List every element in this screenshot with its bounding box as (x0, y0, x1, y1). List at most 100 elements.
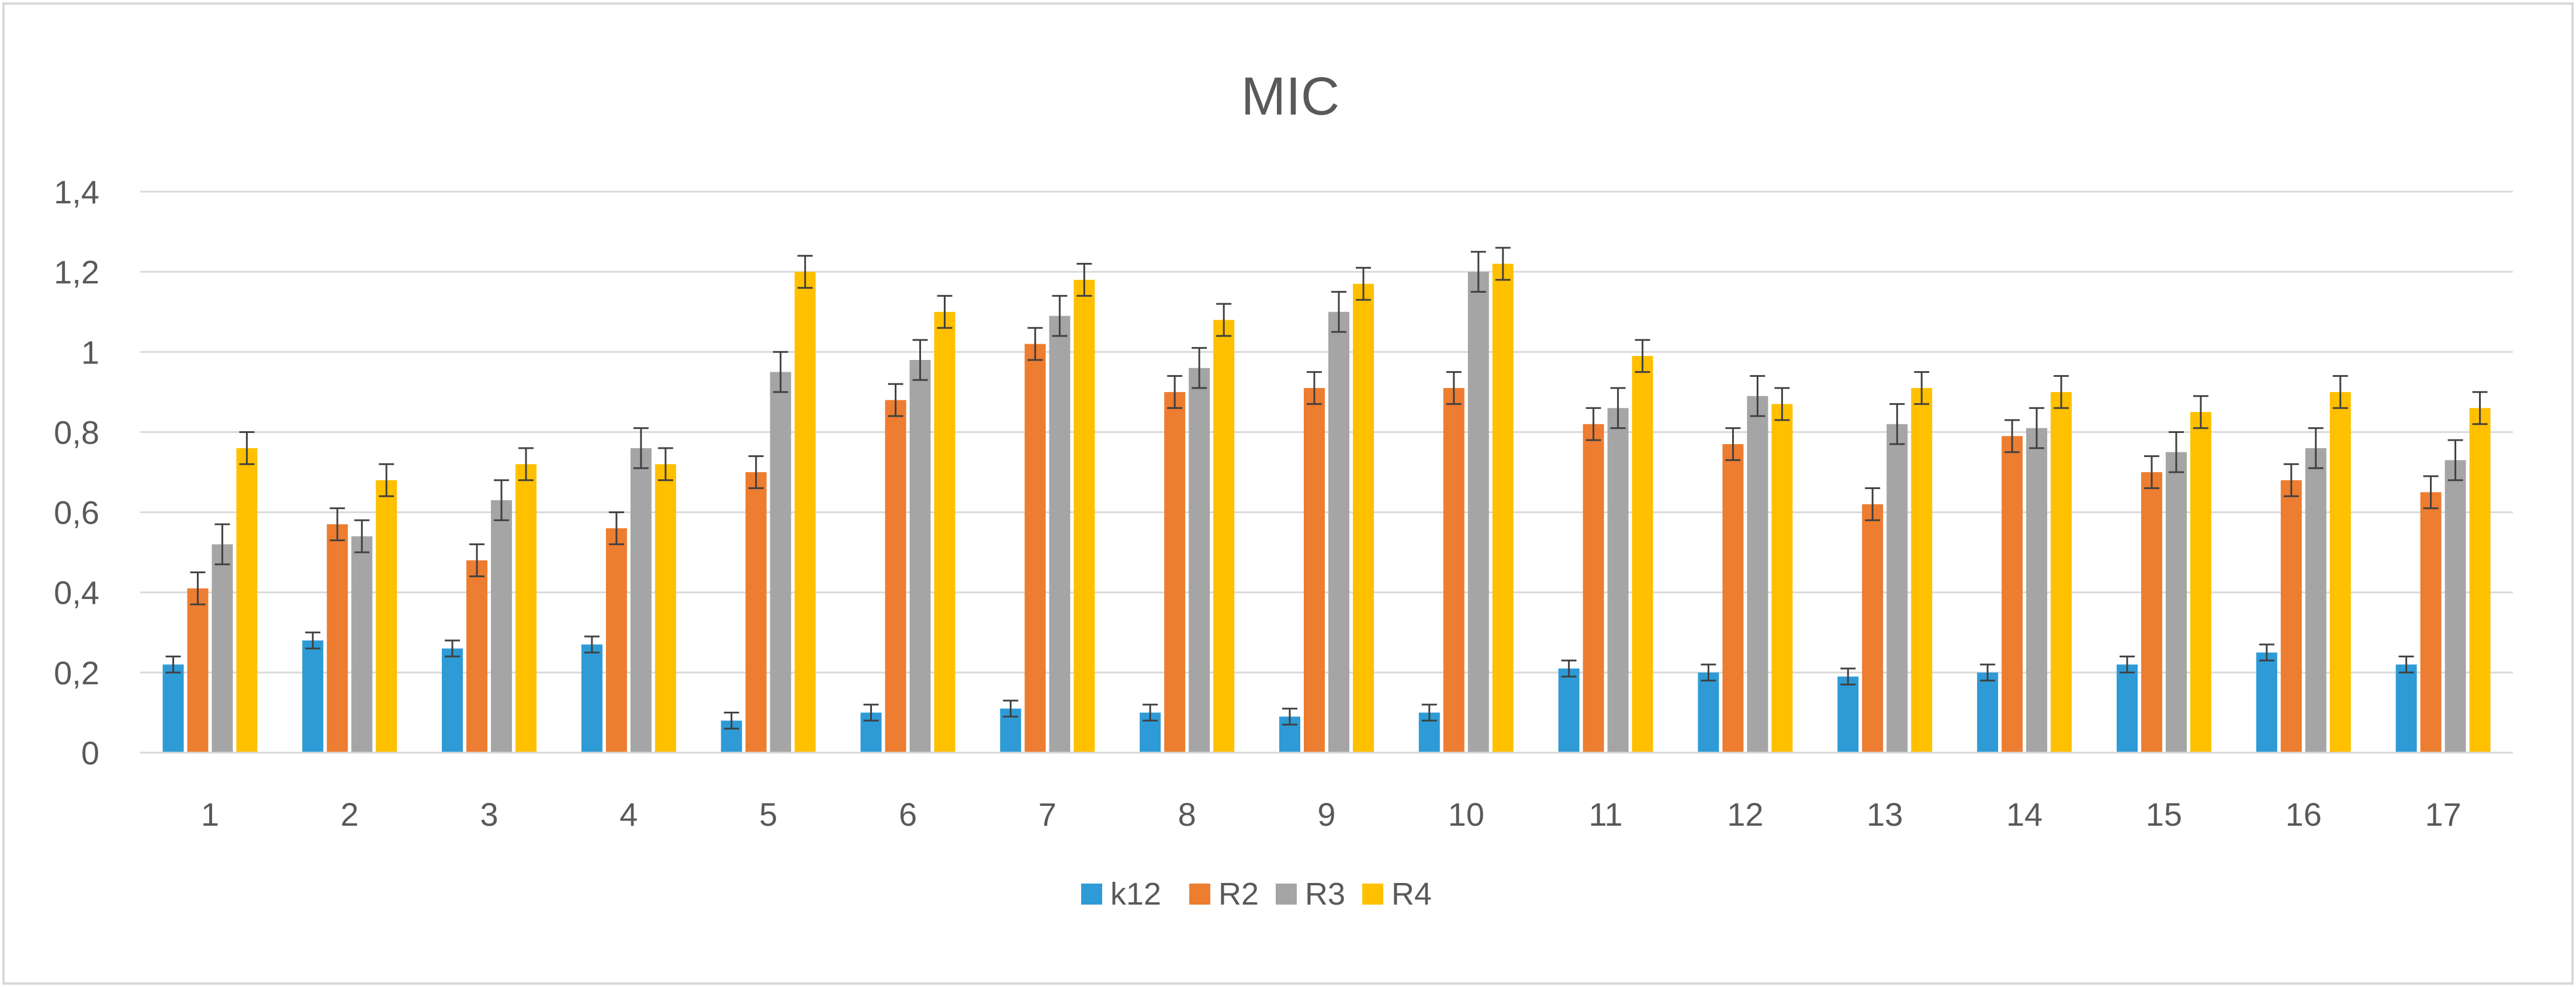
bar-R2-6 (885, 400, 906, 753)
error-bar-k12-5 (723, 711, 739, 730)
bar-R2-9 (1304, 388, 1325, 753)
y-tick-label: 0,8 (54, 414, 99, 451)
bar-R4-10 (1492, 264, 1514, 753)
bar-R2-5 (745, 472, 767, 753)
bar-k12-4 (581, 644, 603, 753)
bar-R3-14 (2026, 428, 2048, 753)
bar-R2-16 (2280, 480, 2302, 753)
error-bar-R2-2 (330, 507, 345, 542)
legend-label: R4 (1391, 877, 1432, 912)
error-bar-R3-9 (1331, 290, 1346, 333)
bar-R2-4 (605, 528, 627, 753)
x-tick-label: 11 (1589, 796, 1623, 833)
error-bar-R3-13 (1889, 403, 1905, 445)
bar-R3-2 (351, 536, 373, 753)
bar-R4-16 (2329, 392, 2351, 753)
error-bar-k12-8 (1142, 704, 1158, 722)
error-bar-R2-4 (608, 511, 624, 545)
error-bars (165, 247, 2488, 730)
bar-R2-10 (1443, 388, 1464, 753)
bar-R3-13 (1886, 424, 1908, 753)
bar-R3-16 (2305, 448, 2326, 753)
error-bar-R2-16 (2283, 463, 2299, 497)
bar-R3-4 (630, 448, 652, 753)
bar-R4-6 (934, 311, 955, 753)
error-bar-R3-6 (912, 339, 928, 381)
error-bar-k12-3 (445, 639, 461, 657)
error-bar-R2-11 (1585, 407, 1601, 441)
y-tick-label: 0 (81, 735, 99, 771)
bar-R3-12 (1747, 396, 1768, 753)
bar-k12-1 (162, 664, 184, 753)
error-bar-k12-7 (1003, 699, 1019, 718)
bar-R4-3 (515, 464, 537, 753)
x-tick-label: 15 (2146, 796, 2182, 833)
chart-title: MIC (1241, 67, 1340, 126)
error-bar-R4-12 (1774, 387, 1790, 421)
error-bar-k12-6 (863, 704, 879, 722)
error-bar-R3-2 (354, 519, 370, 553)
error-bar-R2-12 (1725, 427, 1741, 461)
bar-R4-17 (2469, 408, 2491, 753)
error-bar-k12-14 (1980, 663, 1996, 682)
bar-R4-8 (1213, 320, 1235, 753)
bar-k12-14 (1977, 672, 1999, 753)
x-tick-label: 7 (1038, 796, 1057, 833)
bar-R3-7 (1049, 316, 1071, 753)
error-bar-k12-10 (1421, 704, 1437, 722)
error-bar-k12-12 (1701, 663, 1716, 682)
bar-k12-2 (302, 640, 324, 753)
legend-item-R2: R2 (1189, 877, 1259, 912)
error-bar-R2-6 (888, 383, 903, 417)
legend-swatch (1081, 884, 1102, 905)
bar-R4-12 (1771, 404, 1793, 753)
error-bar-R2-7 (1027, 327, 1043, 361)
error-bar-R2-9 (1307, 371, 1322, 405)
y-tick-label: 1,4 (54, 174, 99, 210)
bar-R2-15 (2141, 472, 2162, 753)
error-bar-R4-11 (1635, 339, 1650, 373)
bar-k12-15 (2116, 664, 2138, 753)
x-tick-label: 3 (480, 796, 498, 833)
error-bar-k12-11 (1561, 659, 1577, 678)
bar-R4-2 (376, 480, 397, 753)
error-bar-R3-8 (1192, 347, 1207, 389)
error-bar-k12-4 (584, 635, 600, 654)
y-tick-label: 1,2 (54, 254, 99, 290)
legend-swatch (1189, 884, 1210, 905)
bar-R3-11 (1607, 408, 1629, 753)
error-bar-k12-17 (2398, 655, 2414, 674)
bar-k12-3 (442, 648, 463, 753)
error-bar-R4-5 (797, 255, 813, 289)
error-bar-R2-1 (190, 571, 206, 605)
y-tick-label: 0,4 (54, 574, 99, 611)
x-tick-label: 6 (899, 796, 917, 833)
error-bar-R3-4 (633, 427, 649, 469)
x-tick-label: 14 (2006, 796, 2042, 833)
x-tick-label: 13 (1867, 796, 1903, 833)
bar-R2-14 (2002, 436, 2023, 753)
error-bar-R4-14 (2054, 375, 2069, 409)
error-bar-R2-5 (748, 455, 764, 489)
x-tick-label: 4 (619, 796, 638, 833)
y-axis: 0 0,2 0,4 0,6 0,8 1 1,2 1,4 (54, 174, 99, 771)
error-bar-R4-13 (1914, 371, 1930, 405)
error-bar-R3-12 (1750, 375, 1765, 417)
bar-R3-15 (2165, 452, 2187, 753)
legend-label: k12 (1110, 877, 1161, 912)
legend-item-R4: R4 (1362, 877, 1432, 912)
bar-R3-6 (909, 360, 931, 753)
y-tick-label: 0,6 (54, 494, 99, 531)
error-bar-k12-13 (1840, 667, 1856, 685)
bar-R2-7 (1024, 344, 1046, 753)
bar-k12-12 (1698, 672, 1719, 753)
error-bar-R4-1 (239, 431, 255, 465)
bar-R3-1 (212, 544, 233, 753)
error-bar-R3-10 (1470, 251, 1486, 293)
y-tick-label: 0,2 (54, 654, 99, 691)
error-bar-k12-2 (305, 631, 321, 650)
legend-item-k12: k12 (1081, 877, 1161, 912)
legend-item-R3: R3 (1276, 877, 1345, 912)
error-bar-R3-5 (773, 351, 788, 393)
